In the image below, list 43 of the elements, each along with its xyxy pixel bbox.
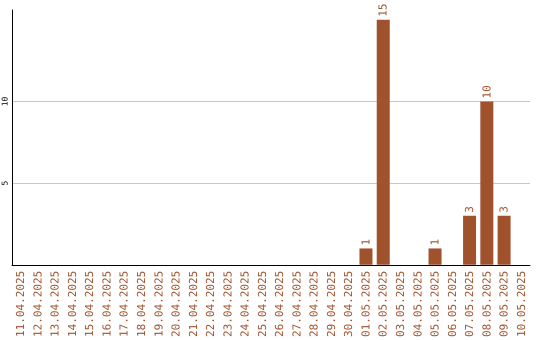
data-label: 3 <box>463 206 476 213</box>
x-tick-label: 18.04.2025 <box>135 270 148 338</box>
x-tick-label: 17.04.2025 <box>118 270 131 338</box>
x-tick-label: 09.05.2025 <box>498 270 511 338</box>
x-tick-label: 24.04.2025 <box>238 270 252 338</box>
x-tick-label: 13.04.2025 <box>48 270 62 338</box>
x-tick-label: 14.04.2025 <box>66 270 79 338</box>
data-label: 1 <box>428 238 442 246</box>
data-label: 15 <box>376 4 390 17</box>
x-tick-label: 21.04.2025 <box>186 270 200 338</box>
bar <box>463 216 476 265</box>
bar <box>359 248 372 265</box>
x-tick-label: 15.04.2025 <box>83 270 96 338</box>
x-tick-label: 30.04.2025 <box>342 270 356 338</box>
x-tick-label: 01.05.2025 <box>359 270 372 338</box>
x-tick-label: 08.05.2025 <box>480 270 494 338</box>
x-tick-label: 27.04.2025 <box>290 270 304 338</box>
x-tick-label: 26.04.2025 <box>273 270 286 338</box>
bar <box>480 101 494 265</box>
data-label: 10 <box>480 85 494 98</box>
y-tick-label: 5 <box>0 180 10 186</box>
x-tick-label: 10.05.2025 <box>514 270 528 338</box>
x-tick-label: 04.05.2025 <box>411 270 424 338</box>
x-tick-label: 20.04.2025 <box>170 270 183 338</box>
x-tick-label: 16.04.2025 <box>100 270 114 338</box>
x-tick-label: 02.05.2025 <box>376 270 390 338</box>
x-tick-label: 05.05.2025 <box>428 270 442 338</box>
bar <box>376 20 390 265</box>
x-tick-label: 19.04.2025 <box>152 270 166 338</box>
x-tick-label: 06.05.2025 <box>446 270 459 338</box>
x-tick-label: 28.04.2025 <box>308 270 321 338</box>
bar <box>428 248 442 265</box>
x-tick-label: 07.05.2025 <box>463 270 476 338</box>
x-tick-label: 25.04.2025 <box>256 270 269 338</box>
x-tick-label: 29.04.2025 <box>324 270 338 338</box>
x-tick-label: 12.04.2025 <box>31 270 44 338</box>
x-tick-label: 03.05.2025 <box>394 270 407 338</box>
bar <box>498 216 511 265</box>
x-tick-label: 11.04.2025 <box>14 270 28 338</box>
x-tick-label: 23.04.2025 <box>221 270 234 338</box>
data-label: 3 <box>498 206 511 213</box>
x-tick-label: 22.04.2025 <box>204 270 218 338</box>
data-label: 1 <box>359 238 372 246</box>
